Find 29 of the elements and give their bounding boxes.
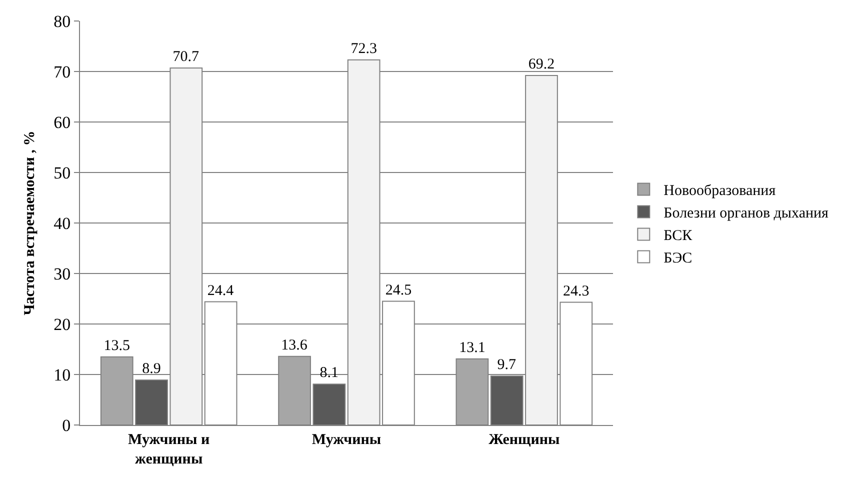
y-tick-label: 10	[54, 365, 71, 384]
legend-label: БЭС	[664, 250, 692, 267]
data-label: 72.3	[350, 40, 377, 57]
data-label: 8.9	[142, 361, 161, 378]
y-tick-label: 0	[62, 416, 71, 435]
data-label: 8.1	[320, 365, 339, 382]
x-tick-label: Мужчины и женщины	[128, 432, 210, 468]
data-label: 13.6	[281, 337, 308, 354]
x-tick-label: Женщины	[488, 432, 560, 448]
y-tick-label: 30	[54, 264, 71, 284]
data-label: 70.7	[172, 48, 200, 65]
data-label: 9.7	[497, 357, 516, 374]
y-tick-label: 40	[54, 214, 71, 233]
y-tick-label: 20	[54, 314, 71, 334]
data-label: 13.1	[459, 340, 486, 356]
x-tick-label: Мужчины	[312, 432, 382, 448]
legend-label: Болезни органов дыхания	[664, 206, 829, 222]
y-tick-label: 60	[54, 112, 71, 132]
y-axis-title: Частота встречаемости , %	[22, 130, 38, 316]
data-label: 24.5	[385, 282, 412, 298]
y-tick-label: 70	[54, 62, 71, 82]
data-label: 13.5	[104, 338, 130, 354]
data-label: 24.3	[563, 283, 590, 300]
data-label: 69.2	[528, 56, 555, 73]
y-tick-label: 80	[54, 12, 71, 31]
legend-label: Новообразования	[664, 183, 776, 200]
legend-label: БСК	[664, 228, 694, 244]
y-tick-label: 50	[54, 163, 71, 182]
data-label: 24.4	[207, 282, 234, 299]
